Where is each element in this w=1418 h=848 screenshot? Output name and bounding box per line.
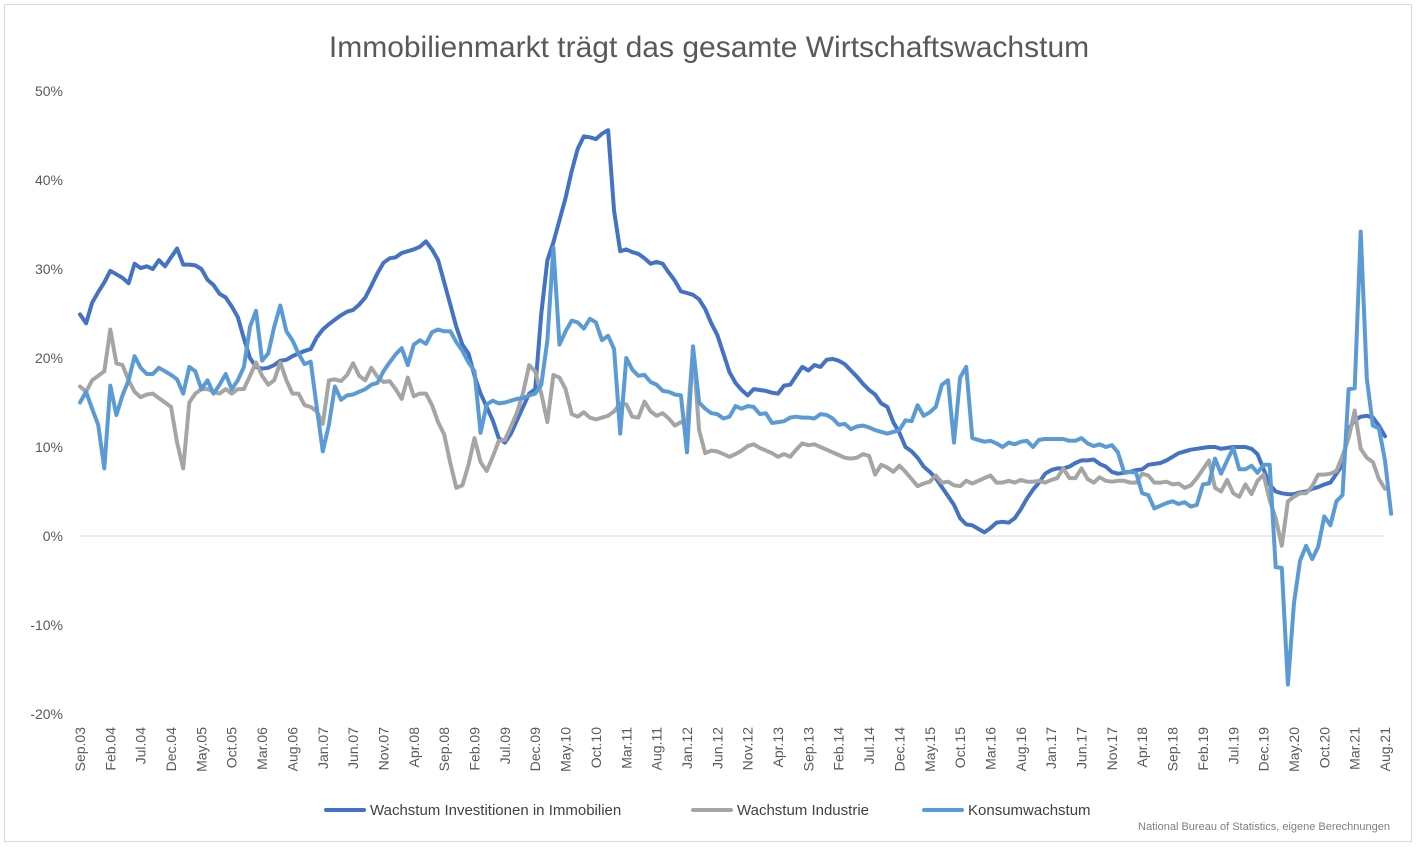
x-tick-label: Mar.16 bbox=[982, 727, 998, 770]
x-tick-label: Sep.03 bbox=[72, 727, 88, 772]
x-tick-label: Oct.05 bbox=[224, 727, 240, 768]
x-tick-label: Sep.18 bbox=[1165, 727, 1181, 772]
x-tick-label: Aug.16 bbox=[1013, 727, 1029, 772]
x-tick-label: Mar.11 bbox=[618, 727, 634, 769]
x-tick-label: May.10 bbox=[558, 727, 574, 772]
x-tick-label: Nov.17 bbox=[1104, 727, 1120, 771]
x-tick-label: May.05 bbox=[193, 727, 209, 772]
x-tick-label: Aug.06 bbox=[284, 727, 300, 772]
series-line-wachstum-industrie bbox=[78, 327, 1387, 548]
y-tick-label: 50% bbox=[35, 83, 63, 99]
x-tick-label: Oct.10 bbox=[588, 727, 604, 768]
x-tick-label: Jan.17 bbox=[1043, 727, 1059, 769]
x-axis-tick-labels: Sep.03 Feb.04 Jul.04 Dec.04 May.05 Oct.05 Mar.… bbox=[72, 727, 1393, 772]
x-tick-label: Feb.04 bbox=[102, 727, 118, 771]
x-tick-label: Feb.09 bbox=[467, 727, 483, 771]
x-tick-label: Apr.18 bbox=[1134, 727, 1150, 768]
x-tick-label: May.15 bbox=[922, 727, 938, 772]
x-tick-label: Aug.11 bbox=[649, 727, 665, 771]
series-lines bbox=[78, 128, 1394, 687]
x-tick-label: Jun.12 bbox=[709, 727, 725, 769]
y-tick-label: 40% bbox=[35, 172, 63, 188]
y-tick-label: 30% bbox=[35, 261, 63, 277]
x-tick-label: Jul.14 bbox=[861, 727, 877, 765]
x-tick-label: Dec.09 bbox=[527, 727, 543, 772]
chart-title: Immobilienmarkt trägt das gesamte Wirtsc… bbox=[329, 31, 1089, 64]
x-tick-label: Aug.21 bbox=[1377, 727, 1393, 772]
x-tick-label: Mar.06 bbox=[254, 727, 270, 770]
x-tick-label: Jul.19 bbox=[1225, 727, 1241, 765]
x-tick-label: Jun.07 bbox=[345, 727, 361, 769]
x-tick-label: Jan.12 bbox=[679, 727, 695, 769]
x-tick-label: Mar.21 bbox=[1347, 727, 1363, 770]
x-tick-label: Oct.20 bbox=[1316, 727, 1332, 768]
y-tick-label: 10% bbox=[35, 439, 63, 455]
x-tick-label: Dec.14 bbox=[891, 727, 907, 772]
x-tick-label: Dec.19 bbox=[1256, 727, 1272, 772]
x-tick-label: Feb.14 bbox=[831, 727, 847, 771]
series-line-konsumwachstum bbox=[78, 229, 1394, 687]
x-tick-label: Feb.19 bbox=[1195, 727, 1211, 771]
x-tick-label: Jul.09 bbox=[497, 727, 513, 765]
legend: Wachstum Investitionen in Immobilien Wach… bbox=[324, 802, 1091, 819]
y-axis-tick-labels: -20% -10% 0% 10% 20% 30% 40% 50% bbox=[30, 83, 63, 722]
chart-frame bbox=[4, 4, 1412, 842]
y-tick-label: 0% bbox=[43, 528, 63, 544]
x-tick-label: Apr.08 bbox=[406, 727, 422, 768]
x-tick-label: Jan.07 bbox=[315, 727, 331, 769]
x-tick-label: May.20 bbox=[1286, 727, 1302, 772]
x-tick-label: Apr.13 bbox=[770, 727, 786, 768]
legend-label: Wachstum Investitionen in Immobilien bbox=[370, 802, 621, 819]
y-tick-label: -20% bbox=[30, 706, 63, 722]
source-note: National Bureau of Statistics, eigene Be… bbox=[1138, 821, 1390, 833]
x-tick-label: Oct.15 bbox=[952, 727, 968, 768]
x-tick-label: Jul.04 bbox=[133, 727, 149, 765]
legend-label: Konsumwachstum bbox=[968, 802, 1091, 819]
x-tick-label: Nov.07 bbox=[375, 727, 391, 771]
y-tick-label: 20% bbox=[35, 350, 63, 366]
x-tick-label: Sep.08 bbox=[436, 727, 452, 772]
legend-label: Wachstum Industrie bbox=[737, 802, 869, 819]
x-tick-label: Dec.04 bbox=[163, 727, 179, 772]
x-tick-label: Sep.13 bbox=[800, 727, 816, 772]
x-tick-label: Nov.12 bbox=[740, 727, 756, 771]
y-tick-label: -10% bbox=[30, 617, 63, 633]
series-line-wachstum-investitionen-in-immobilien bbox=[78, 128, 1387, 535]
x-tick-label: Jun.17 bbox=[1074, 727, 1090, 769]
